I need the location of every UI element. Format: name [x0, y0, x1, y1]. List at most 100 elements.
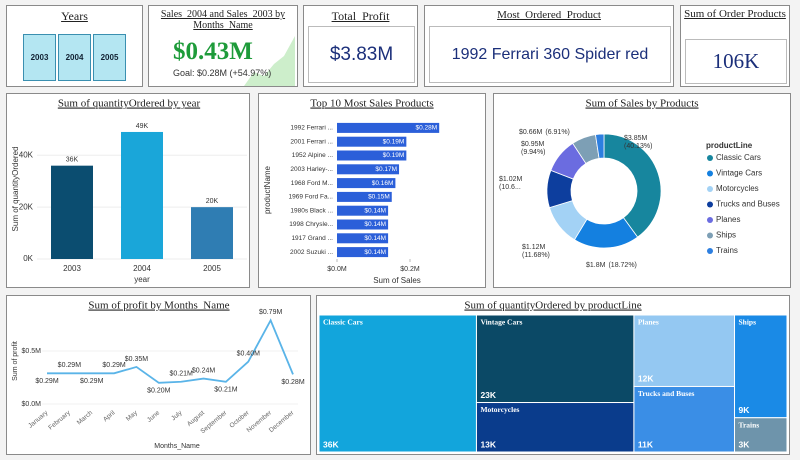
x-tick-label: February [47, 409, 72, 432]
chart-title: Sum of Sales by Products [585, 98, 698, 110]
product-card: Most_Ordered_Product 1992 Ferrari 360 Sp… [424, 5, 674, 87]
treemap-panel: Sum of quantityOrdered by productLine Cla… [316, 295, 790, 455]
x-tick-label: 2004 [133, 264, 151, 273]
y-axis-title: Sum of quantityOrdered [11, 147, 20, 232]
tile-value: 11K [638, 439, 654, 449]
x-tick-label: $0.2M [400, 266, 420, 273]
legend-swatch [707, 201, 713, 208]
data-label: 49K [136, 123, 149, 130]
bar [337, 164, 400, 175]
sparkline-area [244, 36, 295, 86]
data-label: $0.17M [375, 166, 397, 173]
legend-swatch [707, 248, 713, 254]
legend-label: Classic Cars [716, 153, 761, 162]
y-tick-label: 1998 Chrysle... [289, 221, 333, 228]
donut-slice [603, 133, 662, 238]
slicer-option[interactable]: 2003 [23, 34, 56, 81]
legend-label: Vintage Cars [716, 169, 762, 178]
chart-title: Sum of profit by Months_Name [88, 300, 229, 312]
tile-value: 36K [323, 439, 339, 449]
legend-label: Ships [716, 231, 736, 240]
treemap-tile [633, 314, 736, 387]
x-tick-label: December [268, 409, 296, 434]
treemap-tile [633, 385, 736, 453]
x-tick-label: July [170, 409, 184, 422]
x-tick-label: April [102, 409, 117, 423]
y-tick-label: 1980s Black ... [290, 207, 333, 214]
data-label: $1.12M [522, 244, 546, 251]
x-tick-label: May [125, 409, 139, 423]
data-label: $0.29M [58, 362, 82, 369]
orders-card: Sum of Order Products 106K [680, 5, 790, 87]
legend-swatch [707, 170, 713, 177]
data-label: 36K [66, 157, 79, 164]
card-value: 106K [685, 39, 787, 84]
x-tick-label: $0.0M [327, 266, 347, 273]
tile-label: Trucks and Buses [638, 389, 695, 398]
tile-label: Classic Cars [323, 318, 363, 327]
bar [337, 150, 407, 161]
data-label: $1.02M [499, 176, 523, 183]
percent-label: (10.6... [499, 184, 521, 191]
data-label: $0.40M [237, 350, 261, 357]
x-tick-label: 2003 [63, 264, 81, 273]
bar [337, 247, 389, 258]
y-tick-label: 1992 Ferrari ... [290, 125, 333, 132]
tile-value: 12K [638, 374, 654, 384]
y-axis-title: Sum of profit [12, 341, 19, 381]
y-tick-label: 1968 Ford M... [291, 180, 333, 187]
tile-label: Trains [739, 420, 760, 429]
data-label: $0.19M [383, 152, 405, 159]
treemap-tile [318, 314, 477, 453]
data-label: $0.14M [364, 221, 386, 228]
data-label: $0.19M [383, 138, 405, 145]
legend-swatch [707, 186, 713, 192]
slicer-option[interactable]: 2004 [58, 34, 91, 81]
tile-value: 9K [739, 405, 751, 415]
data-label: $0.95M [521, 141, 545, 148]
hbar-panel: Top 10 Most Sales Products 1992 Ferrari .… [258, 93, 486, 288]
data-label: $0.21M [170, 371, 194, 378]
bar [337, 122, 440, 133]
line-panel: Sum of profit by Months_Name $0.0M $0.5M $0… [6, 295, 311, 455]
x-tick-label: 2005 [203, 264, 221, 273]
y-tick-label: 40K [19, 150, 34, 159]
y-tick-label: 2003 Harley-... [290, 166, 333, 173]
card-title: Total_Profit [331, 9, 390, 23]
line-series [47, 318, 294, 384]
slicer-option[interactable]: 2005 [93, 34, 126, 81]
x-axis-title: Months_Name [154, 443, 200, 450]
tile-label: Motorcycles [480, 405, 519, 414]
bar-chart: Sum of quantityOrdered by year 0K 20K 40K 36… [11, 98, 247, 284]
line-chart: Sum of profit by Months_Name $0.0M $0.5M $0… [12, 300, 305, 450]
treemap-tile [734, 314, 788, 419]
bar [337, 191, 392, 202]
kpi-card: Sales_2004 and Sales_2003 by Months_Name… [148, 5, 298, 87]
y-tick-label: 1969 Ford Fa... [289, 194, 334, 201]
tile-label: Ships [739, 318, 757, 327]
bar [337, 219, 389, 230]
kpi-goal: Goal: $0.28M (+54.97%) [173, 68, 272, 78]
card-value: 1992 Ferrari 360 Spider red [429, 26, 671, 83]
bar-panel: Sum of quantityOrdered by year 0K 20K 40K 36… [6, 93, 250, 288]
data-label: $1.8M [586, 262, 606, 269]
card-title: Sum of Order Products [684, 8, 786, 20]
data-label: $0.16M [372, 180, 394, 187]
bar [51, 165, 93, 259]
x-axis-title: Sum of Sales [373, 276, 421, 285]
kpi-value: $0.43M [173, 38, 253, 65]
data-label: $0.14M [364, 235, 386, 242]
data-label: $0.29M [35, 378, 59, 385]
card-title: Most_Ordered_Product [497, 9, 601, 21]
treemap-tile [475, 314, 635, 404]
chart-title: Sum of quantityOrdered by productLine [464, 300, 641, 312]
donut-panel: Sum of Sales by Products $3.85M (40.13%) $1… [493, 93, 791, 288]
data-label: $0.24M [192, 367, 216, 374]
percent-label: (40.13%) [624, 143, 652, 150]
treemap-tile [734, 417, 788, 453]
data-label: $0.20M [147, 388, 171, 395]
percent-label: (9.94%) [521, 149, 546, 156]
bar [121, 131, 163, 259]
x-tick-label: August [186, 409, 206, 427]
